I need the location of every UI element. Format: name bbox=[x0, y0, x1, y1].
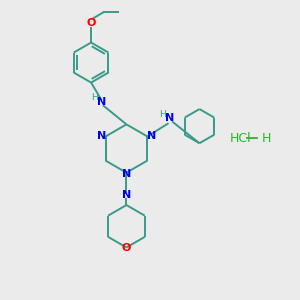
Text: O: O bbox=[122, 243, 131, 253]
Text: H: H bbox=[159, 110, 166, 119]
Text: N: N bbox=[97, 97, 106, 107]
Text: O: O bbox=[86, 18, 96, 28]
Text: N: N bbox=[97, 131, 106, 142]
Text: N: N bbox=[147, 131, 156, 142]
Text: H: H bbox=[91, 93, 98, 102]
Text: HCl: HCl bbox=[230, 132, 251, 145]
Text: N: N bbox=[165, 113, 175, 124]
Text: N: N bbox=[122, 169, 131, 179]
Text: H: H bbox=[262, 132, 271, 145]
Text: N: N bbox=[122, 190, 131, 200]
